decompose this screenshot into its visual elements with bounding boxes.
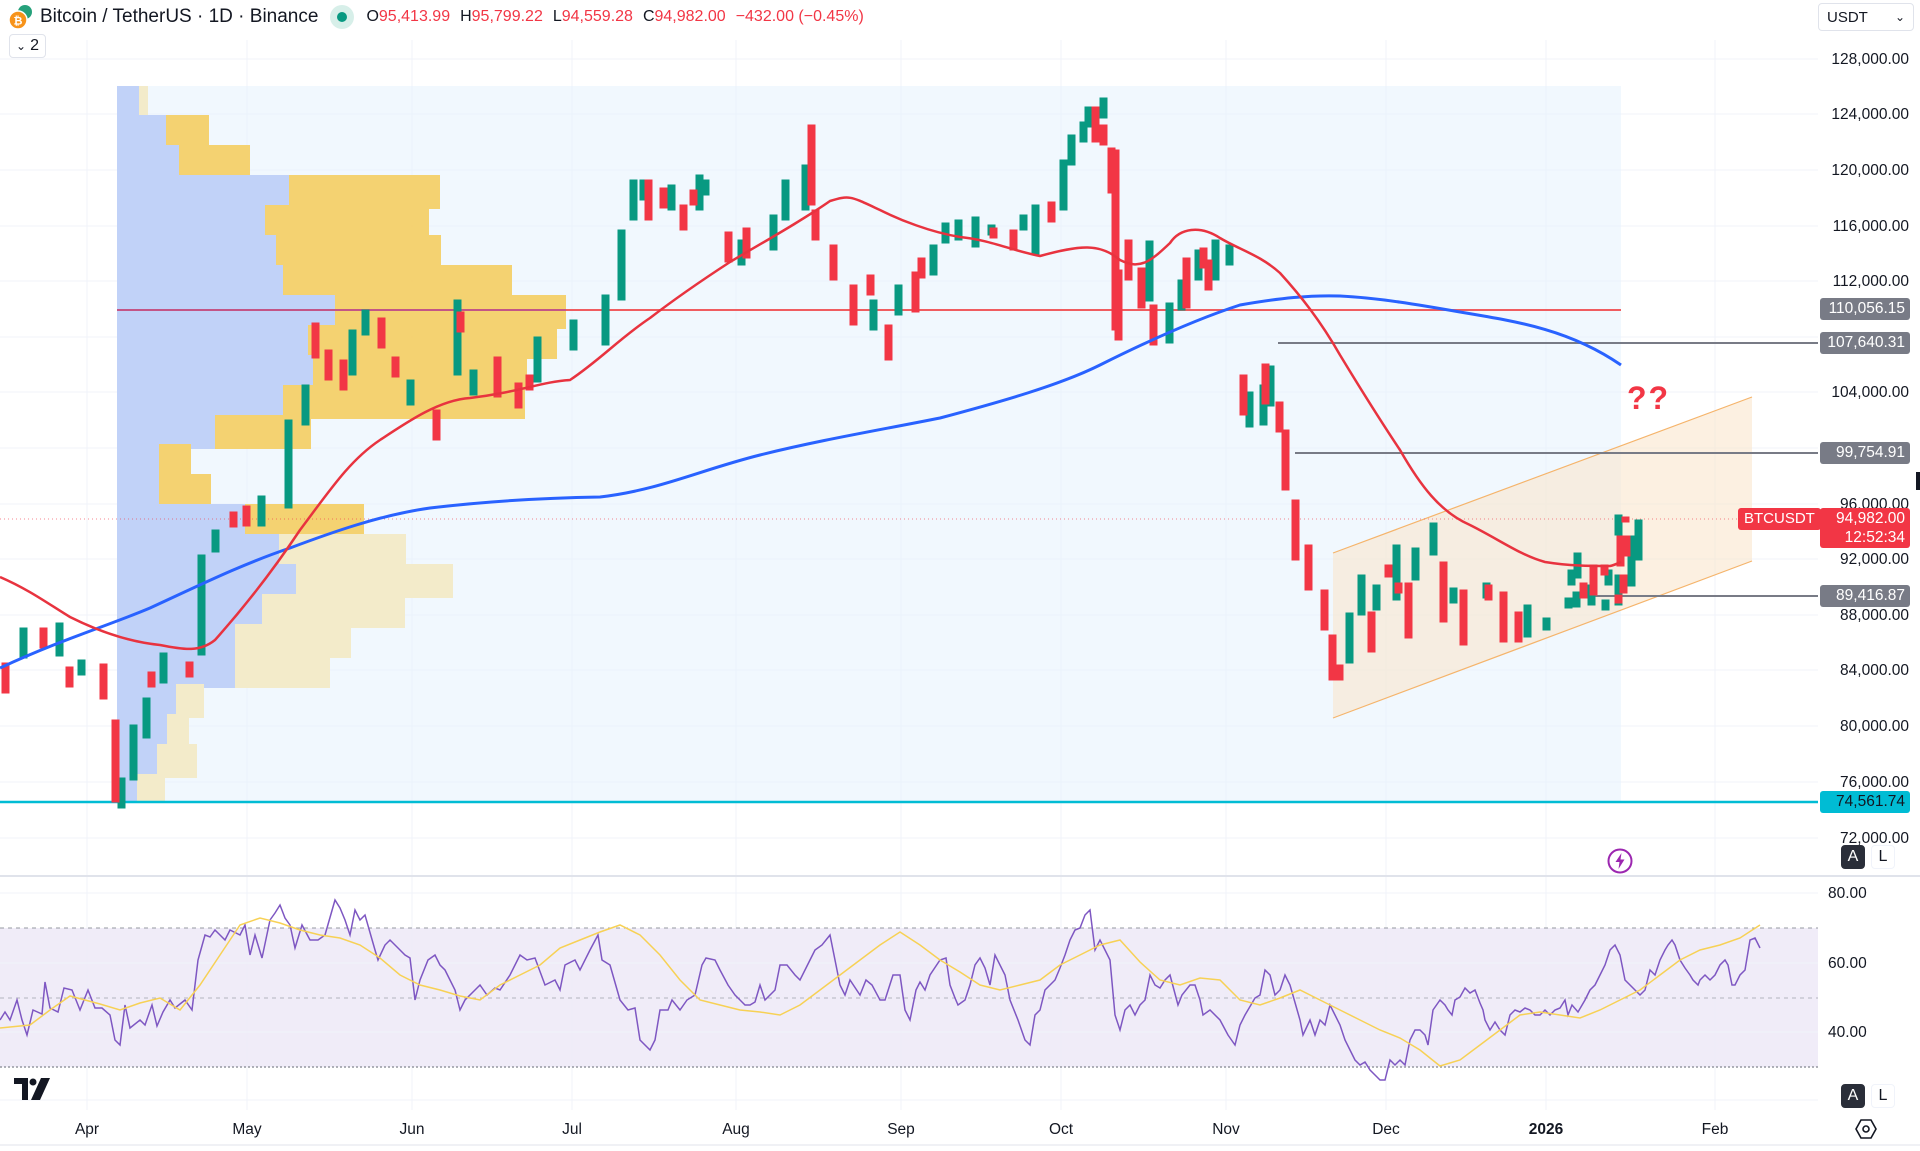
time-label-oct: Oct (1048, 1121, 1074, 1138)
svg-text:76,000.00: 76,000.00 (1840, 774, 1909, 791)
svg-text:92,000.00: 92,000.00 (1840, 551, 1909, 568)
low-label: L (552, 8, 562, 25)
time-label-sep: Sep (887, 1121, 915, 1138)
svg-text:80,000.00: 80,000.00 (1840, 718, 1909, 735)
symbol-title[interactable]: Bitcoin / TetherUS · 1D · Binance (40, 6, 319, 27)
close-label: C (642, 8, 655, 25)
price-change: −432.00 (−0.45%) (735, 8, 864, 25)
svg-text:80.00: 80.00 (1828, 885, 1867, 902)
close-value: 94,982.00 (654, 8, 726, 25)
candlesticks (1, 97, 1643, 809)
time-label-dec: Dec (1372, 1121, 1400, 1138)
time-label-may: May (232, 1121, 262, 1138)
slow-ma-line (0, 294, 1622, 670)
svg-text:88,000.00: 88,000.00 (1840, 607, 1909, 624)
settings-gear-icon[interactable] (1855, 1118, 1877, 1140)
bitcoin-tether-icon: ₿ (8, 5, 32, 30)
svg-text:104,000.00: 104,000.00 (1831, 384, 1909, 401)
rsi-ma-line (0, 917, 1761, 1067)
indicator-count: 2 (30, 37, 39, 54)
svg-text:84,000.00: 84,000.00 (1840, 662, 1909, 679)
time-label-nov: Nov (1212, 1121, 1240, 1138)
time-label-aug: Aug (722, 1121, 750, 1138)
market-status-indicator[interactable] (330, 5, 355, 29)
symbol-price-tag: BTCUSDT (1738, 508, 1821, 530)
level-tag-107640: 107,640.31 (1820, 332, 1910, 354)
svg-text:120,000.00: 120,000.00 (1831, 162, 1909, 179)
status-dot-icon (337, 12, 348, 22)
rsi-line (0, 898, 1761, 1081)
tradingview-logo-icon[interactable] (14, 1078, 52, 1100)
rsi-axis-labels: 80.00 60.00 40.00 (1828, 885, 1867, 1041)
last-price-value: 94,982.00 (1836, 510, 1905, 527)
rsi-scale-mode-buttons: A L (1841, 1084, 1895, 1108)
svg-text:72,000.00: 72,000.00 (1840, 830, 1909, 847)
svg-text:40.00: 40.00 (1828, 1024, 1867, 1041)
chevron-down-icon: ⌄ (1894, 10, 1905, 24)
chevron-down-icon: ⌄ (16, 39, 27, 53)
open-value: 95,413.99 (378, 8, 451, 25)
level-tag-74561: 74,561.74 (1820, 791, 1910, 813)
time-label-jun: Jun (399, 1121, 425, 1138)
fast-ma-line (0, 196, 1622, 651)
low-value: 94,559.28 (561, 8, 633, 25)
time-label-feb: Feb (1701, 1121, 1729, 1138)
level-tag-99754: 99,754.91 (1820, 442, 1910, 464)
symbol-legend: ₿ Bitcoin / TetherUS · 1D · Binance O95,… (8, 4, 864, 30)
time-label-2026: 2026 (1528, 1121, 1564, 1138)
bar-countdown: 12:52:34 (1844, 529, 1905, 546)
price-axis-labels: 128,000.00 124,000.00 120,000.00 116,000… (1831, 51, 1909, 847)
level-tag-89416: 89,416.87 (1820, 585, 1910, 607)
lightning-icon[interactable] (1606, 847, 1634, 875)
svg-text:128,000.00: 128,000.00 (1831, 51, 1909, 68)
currency-value: USDT (1827, 8, 1868, 26)
currency-select[interactable]: USDT ⌄ (1818, 3, 1914, 31)
svg-text:116,000.00: 116,000.00 (1833, 218, 1910, 235)
crosshair-marker (1916, 472, 1920, 490)
svg-text:124,000.00: 124,000.00 (1831, 106, 1909, 123)
question-annotation[interactable]: ?? (1627, 380, 1671, 416)
open-label: O (366, 8, 379, 25)
high-value: 95,799.22 (471, 8, 543, 25)
time-label-apr: Apr (74, 1121, 100, 1138)
last-price-tag: 94,982.00 12:52:34 (1820, 508, 1910, 548)
ohlc-values: O95,413.99 H95,799.22 L94,559.28 C94,982… (366, 8, 863, 26)
rsi-log-scale-button[interactable]: L (1871, 1084, 1895, 1108)
log-scale-button[interactable]: L (1871, 845, 1895, 869)
volume-profile-rows (117, 86, 566, 802)
svg-text:112,000.00: 112,000.00 (1833, 273, 1910, 290)
svg-text:₿: ₿ (14, 16, 23, 28)
ascending-channel (1333, 397, 1752, 718)
level-tag-110056: 110,056.15 (1820, 298, 1910, 320)
svg-text:60.00: 60.00 (1828, 955, 1867, 972)
high-label: H (460, 8, 472, 25)
auto-scale-button[interactable]: A (1841, 845, 1865, 869)
rsi-auto-scale-button[interactable]: A (1841, 1084, 1865, 1108)
time-label-jul: Jul (562, 1121, 582, 1138)
indicators-collapse-button[interactable]: ⌄ 2 (9, 34, 46, 58)
price-scale-mode-buttons: A L (1841, 845, 1895, 869)
